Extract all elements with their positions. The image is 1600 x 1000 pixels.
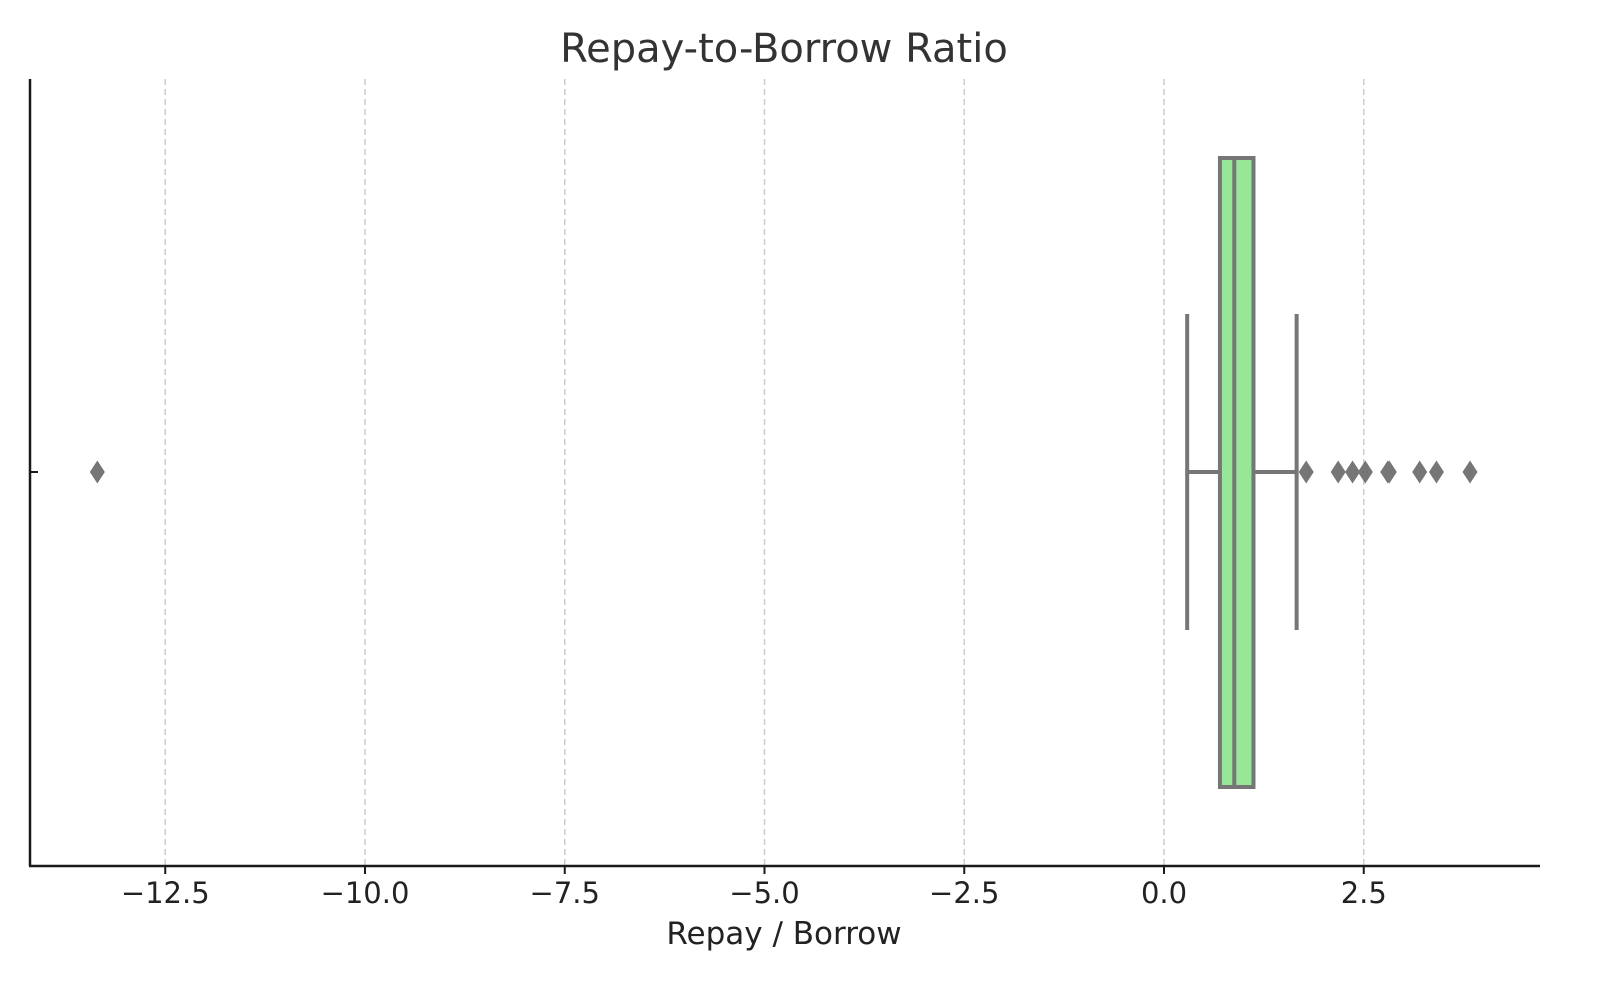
x-tick-label: 2.5 — [1341, 876, 1387, 910]
outlier-point — [89, 460, 105, 484]
chart-title: Repay-to-Borrow Ratio — [560, 26, 1008, 72]
x-axis-label: Repay / Borrow — [666, 916, 901, 952]
x-tick-label: −5.0 — [729, 876, 799, 910]
outlier-point — [1428, 460, 1444, 484]
outlier-point — [1330, 460, 1346, 484]
x-tick-label: −12.5 — [121, 876, 210, 910]
iqr-box — [1217, 156, 1256, 789]
axes — [28, 79, 1540, 868]
outlier-point — [1345, 460, 1361, 484]
outlier-point — [1412, 460, 1428, 484]
outlier-point — [1357, 460, 1373, 484]
gridlines — [164, 79, 1365, 866]
outlier-point — [1462, 460, 1478, 484]
x-tick-label: −7.5 — [530, 876, 600, 910]
x-tick-label: 0.0 — [1141, 876, 1187, 910]
outlier-point — [1298, 460, 1314, 484]
plot-area — [89, 156, 1478, 789]
x-tick-label: −10.0 — [321, 876, 410, 910]
outlier-point — [1381, 460, 1397, 484]
x-tick-label: −2.5 — [929, 876, 999, 910]
x-ticks: −12.5 −10.0 −7.5 −5.0 −2.5 0.0 2.5 — [121, 866, 1387, 910]
